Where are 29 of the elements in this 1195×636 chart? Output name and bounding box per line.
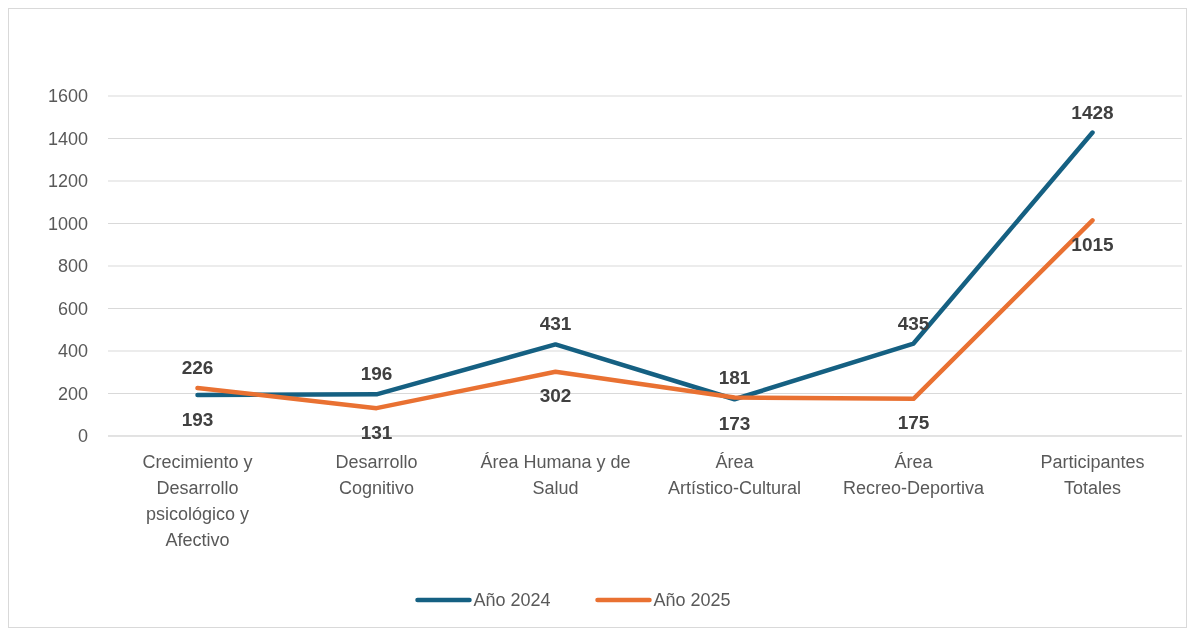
data-label: 1015 [1071,233,1115,255]
data-label: 1428 [1071,101,1114,123]
y-tick-label: 1000 [47,213,88,234]
y-tick-label: 600 [57,298,88,319]
data-label: 173 [718,412,751,434]
data-label: 302 [539,385,572,407]
legend-label: Año 2025 [653,590,731,611]
x-tick-label: Área Artístico-Cultural [667,452,802,498]
y-tick-label: 800 [57,256,88,277]
data-label: 193 [181,408,214,430]
data-label: 175 [897,412,930,434]
data-label: 196 [360,363,393,385]
y-tick-label: 1400 [47,128,88,149]
y-tick-label: 200 [57,383,88,404]
legend-label: Año 2024 [473,590,551,611]
data-label: 226 [181,356,214,378]
y-tick-label: 400 [57,341,88,362]
y-tick-label: 1200 [47,171,88,192]
x-tick-label: Participantes Totales [1040,452,1145,498]
y-tick-label: 1600 [47,86,88,107]
y-tick-label: 0 [77,426,88,447]
x-tick-label: Desarrollo Cognitivo [335,452,418,498]
data-label: 131 [360,421,393,443]
data-label: 181 [718,366,751,388]
data-label: 431 [539,313,572,335]
data-label: 435 [897,312,930,334]
x-tick-label: Crecimiento y Desarrollo psicológico y Afectivo [142,452,253,550]
x-tick-label: Área Humana y de Salud [480,452,631,498]
x-tick-label: Área Recreo-Deportiva [842,452,986,498]
